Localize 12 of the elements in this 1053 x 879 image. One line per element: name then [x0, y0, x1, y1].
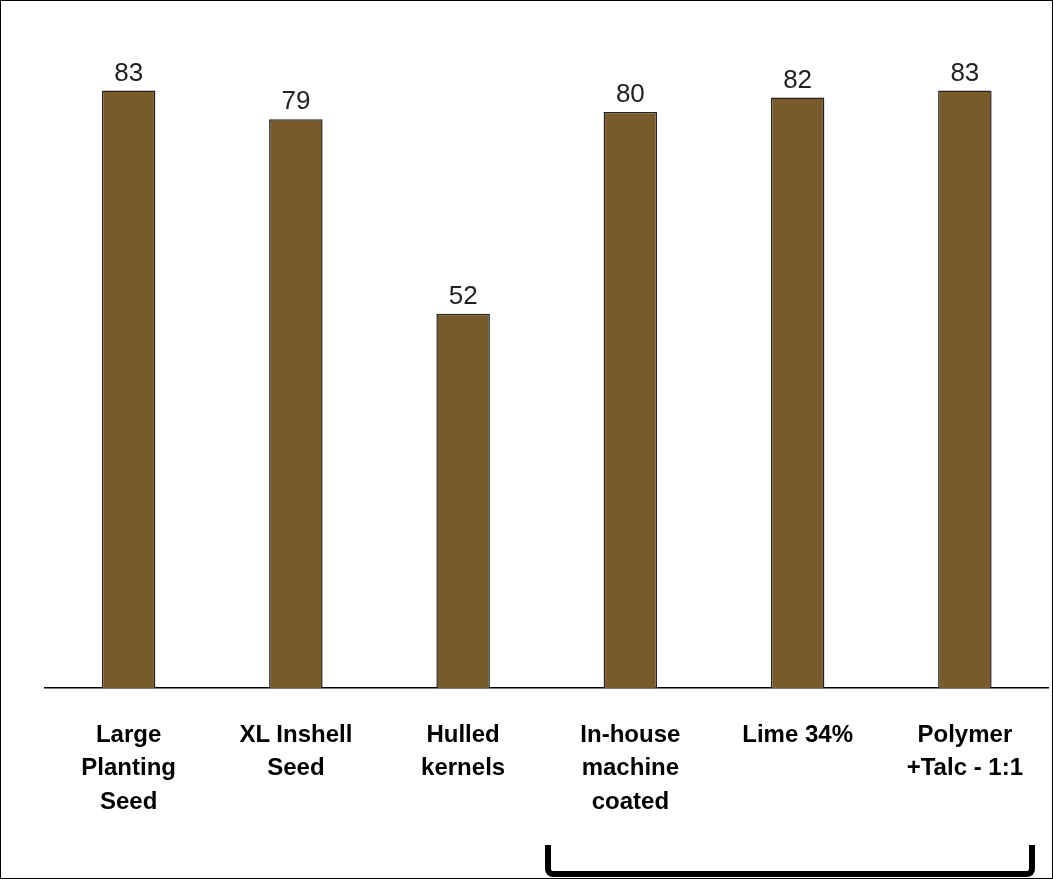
- data-label: 80: [615, 78, 645, 109]
- x-tick-label: Large Planting Seed: [81, 719, 176, 814]
- x-tick-label: Lime 34%: [742, 719, 853, 747]
- data-label: 82: [783, 63, 813, 94]
- x-tick-label: XL Inshell Seed: [239, 719, 353, 781]
- x-tick-label: In-house machine coated: [580, 719, 681, 814]
- data-label: 83: [114, 56, 144, 87]
- x-tick-label: Hulled kernels: [421, 719, 506, 781]
- data-label: 83: [950, 56, 980, 87]
- data-label: 52: [448, 279, 478, 310]
- x-tick-label: Polymer +Talc - 1:1: [906, 719, 1023, 781]
- data-label: 79: [281, 85, 311, 116]
